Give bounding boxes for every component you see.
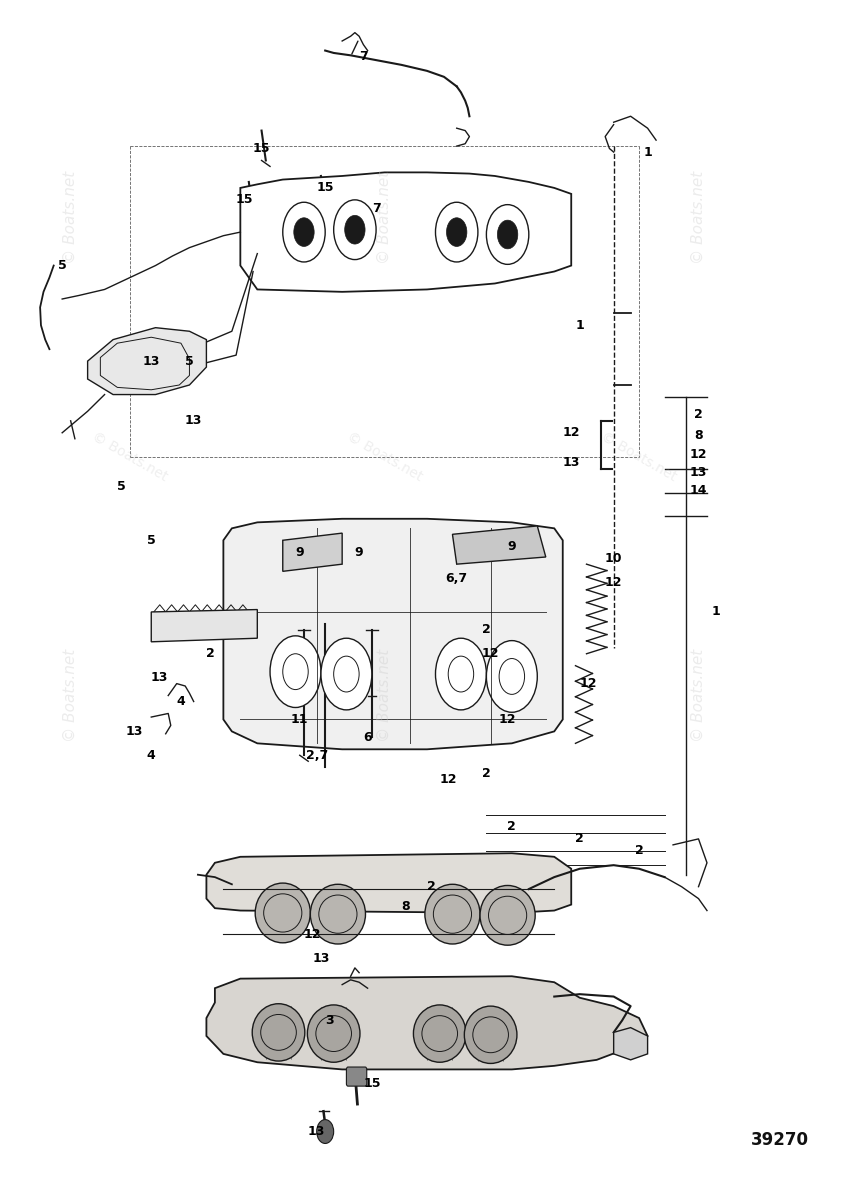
- Text: 2: 2: [634, 845, 642, 857]
- Text: 13: 13: [308, 1126, 325, 1138]
- Ellipse shape: [413, 1004, 466, 1062]
- Text: © Boats.net: © Boats.net: [63, 172, 78, 264]
- Text: 13: 13: [142, 355, 160, 367]
- Text: 12: 12: [604, 576, 622, 588]
- Text: © Boats.net: © Boats.net: [690, 172, 705, 264]
- Circle shape: [435, 638, 486, 710]
- Ellipse shape: [255, 883, 310, 943]
- Polygon shape: [206, 853, 571, 913]
- Text: 12: 12: [481, 647, 499, 660]
- Text: 12: 12: [562, 426, 579, 439]
- Text: © Boats.net: © Boats.net: [377, 172, 392, 264]
- Text: 7: 7: [371, 202, 380, 215]
- Text: 6,7: 6,7: [445, 572, 467, 586]
- Text: 5: 5: [58, 259, 67, 272]
- Polygon shape: [452, 526, 545, 564]
- Text: 8: 8: [693, 428, 702, 442]
- Text: 7: 7: [358, 50, 368, 64]
- Text: 15: 15: [363, 1078, 380, 1091]
- Text: © Boats.net: © Boats.net: [690, 649, 705, 742]
- Ellipse shape: [310, 884, 365, 944]
- Circle shape: [496, 220, 517, 248]
- Text: 5: 5: [117, 480, 125, 493]
- Ellipse shape: [307, 1004, 360, 1062]
- Polygon shape: [206, 977, 647, 1069]
- Text: 3: 3: [325, 1014, 334, 1027]
- Text: 4: 4: [177, 695, 185, 708]
- Text: 11: 11: [291, 713, 308, 726]
- Polygon shape: [240, 173, 571, 292]
- Ellipse shape: [464, 1006, 516, 1063]
- Text: 2: 2: [481, 623, 490, 636]
- Text: 13: 13: [689, 466, 706, 479]
- Text: 12: 12: [689, 448, 706, 461]
- Text: 1: 1: [575, 319, 583, 331]
- Text: 2: 2: [693, 408, 702, 421]
- Text: 13: 13: [312, 952, 329, 965]
- Polygon shape: [282, 533, 342, 571]
- Polygon shape: [223, 518, 562, 749]
- Text: 13: 13: [562, 456, 579, 469]
- Text: © Boats.net: © Boats.net: [344, 430, 424, 484]
- Text: 12: 12: [439, 773, 456, 786]
- Text: 12: 12: [304, 928, 321, 941]
- Text: 9: 9: [354, 546, 363, 559]
- Text: 6: 6: [363, 731, 372, 744]
- Text: 9: 9: [295, 546, 304, 559]
- Circle shape: [293, 217, 314, 246]
- Text: 8: 8: [401, 900, 409, 913]
- Text: © Boats.net: © Boats.net: [377, 649, 392, 742]
- Text: 12: 12: [498, 713, 516, 726]
- Text: 2: 2: [206, 647, 215, 660]
- Text: 5: 5: [185, 355, 194, 367]
- Text: 13: 13: [185, 414, 202, 427]
- Text: 13: 13: [151, 671, 168, 684]
- Circle shape: [486, 641, 537, 713]
- Text: 5: 5: [147, 534, 155, 547]
- Circle shape: [270, 636, 321, 708]
- Text: © Boats.net: © Boats.net: [63, 649, 78, 742]
- Text: 12: 12: [579, 677, 596, 690]
- Text: 1: 1: [642, 145, 651, 158]
- Circle shape: [316, 1120, 334, 1144]
- Text: 15: 15: [252, 142, 270, 155]
- Text: 1: 1: [711, 606, 719, 618]
- Text: 10: 10: [604, 552, 622, 565]
- Text: © Boats.net: © Boats.net: [90, 430, 170, 484]
- Polygon shape: [613, 1027, 647, 1060]
- Text: 15: 15: [235, 193, 253, 206]
- Text: 2: 2: [507, 821, 515, 834]
- Text: 4: 4: [147, 749, 155, 762]
- Polygon shape: [151, 610, 257, 642]
- Polygon shape: [88, 328, 206, 395]
- Text: 2: 2: [481, 767, 490, 780]
- Ellipse shape: [425, 884, 479, 944]
- Ellipse shape: [479, 886, 535, 946]
- Text: 13: 13: [125, 725, 142, 738]
- Text: 2: 2: [575, 833, 583, 845]
- Ellipse shape: [252, 1003, 305, 1061]
- Circle shape: [345, 215, 364, 244]
- Text: 9: 9: [507, 540, 515, 553]
- Text: 14: 14: [689, 484, 706, 497]
- Text: © Boats.net: © Boats.net: [598, 430, 678, 484]
- Circle shape: [446, 217, 467, 246]
- Text: 39270: 39270: [750, 1132, 808, 1150]
- Circle shape: [321, 638, 371, 710]
- Text: 15: 15: [316, 181, 334, 194]
- Text: 2: 2: [426, 880, 435, 893]
- Text: 2,7: 2,7: [305, 749, 328, 762]
- FancyBboxPatch shape: [346, 1067, 366, 1086]
